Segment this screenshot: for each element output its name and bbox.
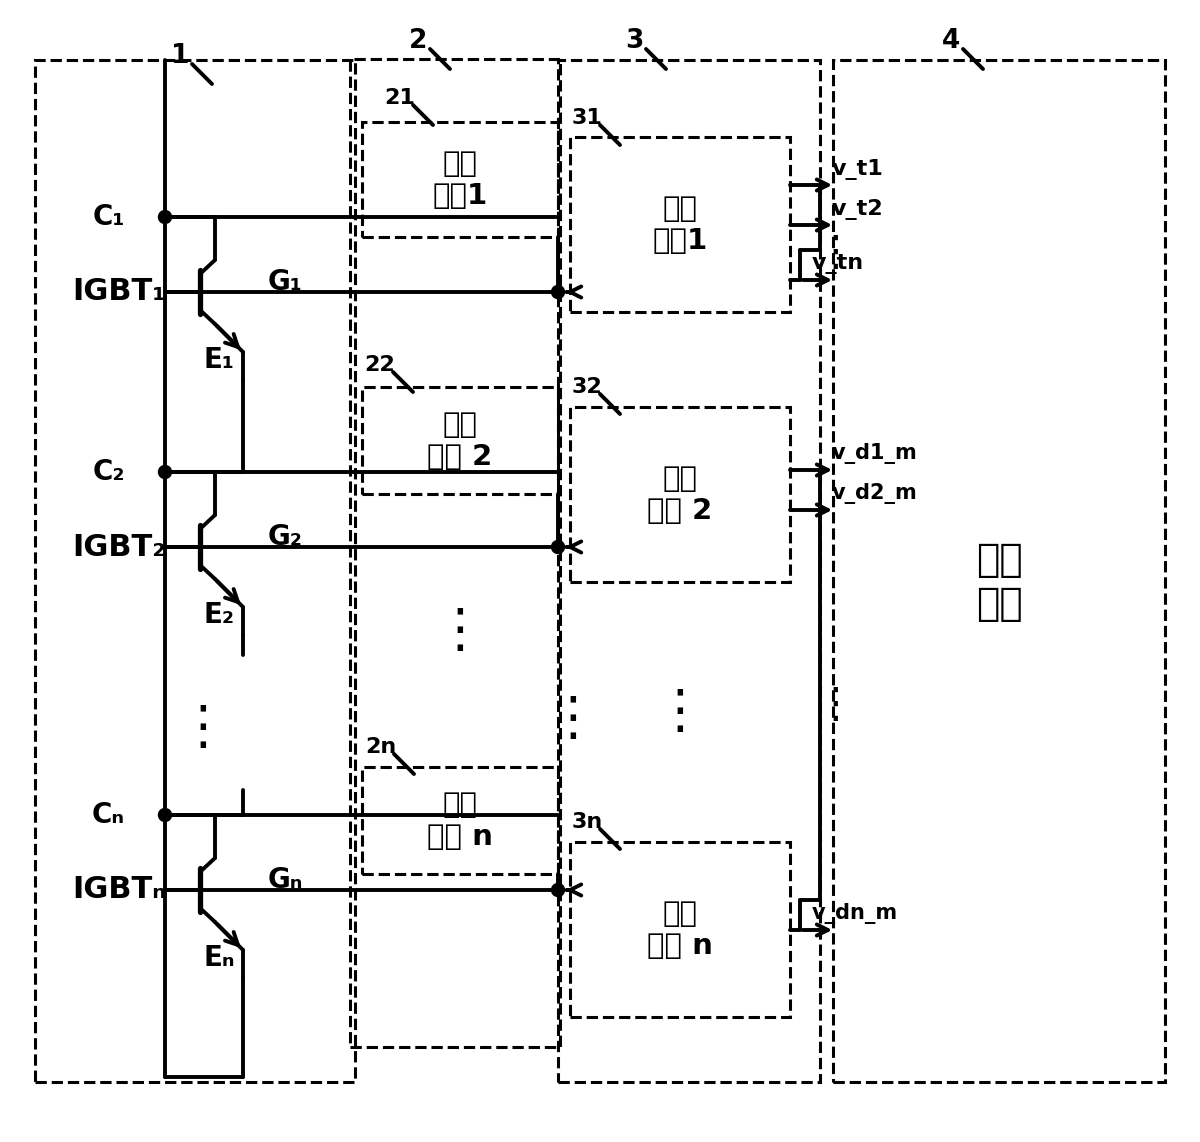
Circle shape: [552, 884, 564, 896]
Text: G₁: G₁: [268, 268, 302, 296]
Text: C₂: C₂: [92, 458, 125, 486]
Text: 21: 21: [384, 88, 415, 108]
Circle shape: [158, 466, 172, 478]
Bar: [350, 59, 560, 1047]
Text: 驱动
单元 2: 驱动 单元 2: [647, 465, 713, 525]
Text: 3: 3: [625, 29, 643, 54]
Bar: [362, 767, 558, 874]
Text: 筱位
单元 n: 筱位 单元 n: [427, 790, 493, 851]
Text: v_t2: v_t2: [832, 199, 883, 219]
Text: 驱动
单元 n: 驱动 单元 n: [647, 900, 713, 960]
Text: 32: 32: [571, 377, 602, 397]
Circle shape: [158, 809, 172, 821]
Bar: [362, 387, 558, 494]
Text: E₁: E₁: [203, 346, 234, 373]
Text: 2: 2: [409, 29, 427, 54]
Text: ⋮: ⋮: [814, 684, 856, 726]
Text: 筱位
单元 2: 筱位 单元 2: [427, 411, 493, 472]
Text: v_d2_m: v_d2_m: [832, 483, 918, 505]
Text: v_d1_m: v_d1_m: [832, 443, 918, 465]
Text: 筱位
单刔1: 筱位 单刔1: [432, 150, 487, 210]
Text: 驱动
单刔1: 驱动 单刔1: [653, 195, 708, 255]
Text: 2n: 2n: [365, 737, 397, 757]
Circle shape: [552, 286, 564, 298]
Text: Eₙ: Eₙ: [203, 944, 235, 972]
Text: v_t1: v_t1: [832, 159, 883, 179]
Text: IGBT₁: IGBT₁: [72, 278, 166, 306]
Bar: [570, 137, 790, 312]
Text: G₂: G₂: [268, 523, 302, 550]
Text: ⋮: ⋮: [654, 686, 707, 738]
Text: ⋮: ⋮: [547, 693, 599, 745]
Bar: [570, 407, 790, 582]
Text: 3n: 3n: [571, 812, 602, 833]
Text: C₁: C₁: [92, 203, 125, 231]
Text: v_tn: v_tn: [812, 254, 864, 274]
Text: 1: 1: [170, 43, 190, 69]
Bar: [833, 61, 1165, 1081]
Bar: [35, 61, 355, 1081]
Text: 4: 4: [942, 29, 960, 54]
Text: Gₙ: Gₙ: [268, 866, 304, 894]
Text: ⋮: ⋮: [814, 232, 856, 274]
Text: ⋮: ⋮: [433, 605, 486, 657]
Text: v_dn_m: v_dn_m: [812, 903, 898, 925]
Bar: [362, 122, 558, 238]
Circle shape: [552, 540, 564, 554]
Text: E₂: E₂: [203, 601, 234, 629]
Text: 31: 31: [571, 108, 602, 128]
Text: IGBT₂: IGBT₂: [72, 532, 166, 562]
Text: Cₙ: Cₙ: [92, 801, 125, 829]
Bar: [570, 842, 790, 1018]
Text: 控制
单元: 控制 单元: [976, 541, 1022, 624]
Bar: [558, 61, 820, 1081]
Text: IGBTₙ: IGBTₙ: [72, 876, 166, 904]
Text: ⋮: ⋮: [176, 702, 229, 754]
Text: 22: 22: [365, 355, 395, 375]
Circle shape: [158, 210, 172, 224]
